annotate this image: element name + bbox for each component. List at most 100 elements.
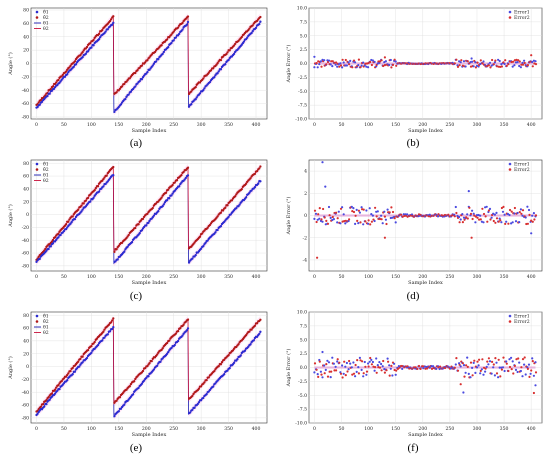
estimate-point-theta2-c (209, 222, 213, 225)
error1-point-f (514, 368, 518, 371)
estimate-point-theta2-e (67, 372, 70, 375)
error1-point-b (373, 60, 376, 64)
error2-point-f (370, 363, 373, 366)
error1-point-f (432, 365, 435, 368)
y-tick-label-e: 60 (23, 326, 29, 332)
error1-point-f (471, 366, 474, 369)
estimate-point-theta1-a (219, 68, 223, 71)
estimate-point-theta2-e (144, 366, 147, 370)
error1-point-f (487, 363, 490, 366)
legend-label-a: θ̂1 (43, 10, 49, 16)
estimate-point-theta1-a (208, 80, 212, 84)
chart-c-panel: 0 50 100 150 200 250 300 350 400 -80 -60 -40 -20 0 20 4… (0, 152, 275, 287)
estimate-point-theta1-e (176, 339, 180, 343)
error2-point-d (367, 219, 370, 222)
estimate-point-theta1-e (197, 401, 201, 404)
x-tick-label-c: 400 (252, 274, 261, 280)
estimate-point-theta1-e (167, 350, 170, 354)
estimate-point-theta1-e (123, 403, 126, 406)
estimate-point-theta2-c (77, 208, 80, 211)
error1-point-f (477, 364, 480, 367)
estimate-point-theta1-c (184, 176, 187, 180)
chart-a-panel: 0 50 100 150 200 250 300 350 400 -80 -60 -40 -20 0 20 4… (0, 0, 275, 135)
estimate-point-theta1-e (53, 392, 57, 395)
error1-point-d (472, 212, 475, 215)
estimate-point-theta2-e (58, 382, 61, 385)
error2-point-d (455, 211, 458, 215)
error1-point-f (480, 368, 483, 371)
estimate-point-theta2-e (182, 323, 185, 326)
x-tick-label-e: 300 (197, 426, 206, 432)
caption-e: (e) (129, 442, 143, 454)
error1-point-f (321, 376, 324, 379)
error1-point-d (406, 213, 409, 216)
estimate-point-theta1-e (255, 335, 259, 338)
error1-point-b (331, 65, 334, 68)
x-tick-label-d: 300 (473, 274, 482, 280)
estimate-point-theta1-e (214, 382, 217, 385)
x-tick-label-b: 0 (313, 122, 316, 128)
estimate-point-theta1-c (194, 253, 197, 257)
estimate-point-theta1-e (85, 356, 89, 360)
estimate-point-theta1-a (111, 23, 114, 26)
error2-point-d (492, 219, 495, 223)
estimate-point-theta2-a (85, 45, 89, 49)
estimate-point-theta1-c (202, 245, 205, 248)
estimate-point-theta1-e (228, 366, 231, 370)
estimate-point-theta2-a (225, 52, 228, 56)
estimate-point-theta2-e (168, 339, 171, 342)
error2-point-d (339, 207, 343, 210)
estimate-point-theta2-e (248, 330, 251, 333)
estimate-point-theta2-a (55, 81, 58, 84)
error2-point-f (343, 360, 346, 363)
y-tick-label-e: -60 (22, 403, 29, 409)
error1-point-d (514, 220, 518, 223)
estimate-point-theta2-c (198, 235, 202, 238)
error1-point-f (524, 373, 527, 376)
error1-point-d (329, 216, 332, 219)
estimate-point-theta2-a (37, 101, 40, 104)
error1-point-d (521, 214, 524, 217)
error2-point-f (530, 369, 533, 372)
error2-point-f (364, 365, 367, 368)
error1-point-f (332, 362, 335, 365)
error2-point-d (374, 206, 377, 209)
estimate-point-theta1-c (238, 203, 241, 206)
error2-point-b (380, 59, 383, 62)
error2-point-b (504, 59, 507, 62)
estimate-point-theta2-a (69, 64, 72, 68)
estimate-point-theta1-e (78, 365, 81, 368)
error1-point-f (422, 367, 425, 370)
error1-point-f (380, 362, 383, 366)
estimate-point-theta2-c (234, 195, 237, 198)
y-tick-label-c: -80 (22, 263, 29, 269)
estimate-point-theta1-e (170, 346, 173, 350)
error1-point-b (493, 61, 496, 64)
error2-point-d (521, 209, 525, 212)
estimate-point-theta1-a (124, 97, 127, 101)
estimate-point-theta2-c (186, 166, 190, 169)
error-outlier-b (383, 56, 386, 59)
legend-marker-e (35, 314, 39, 318)
y-tick-label-f: 5.0 (300, 337, 307, 343)
error2-point-f (491, 360, 494, 363)
estimate-point-theta1-a (202, 89, 205, 92)
error1-point-b (345, 64, 348, 67)
error2-point-d (466, 217, 469, 220)
error2-point-b (370, 63, 373, 67)
error2-point-d (370, 220, 373, 223)
error1-point-f (386, 357, 389, 360)
error1-point-d (341, 206, 344, 209)
error2-point-f (395, 369, 398, 372)
error2-point-f (478, 358, 481, 361)
estimate-point-theta2-c (112, 165, 115, 169)
estimate-point-theta1-a (190, 103, 193, 106)
estimate-point-theta2-e (57, 384, 60, 387)
error1-point-f (495, 361, 498, 364)
estimate-point-theta2-c (175, 179, 179, 182)
error-outlier-b (530, 54, 533, 57)
estimate-point-theta1-a (138, 79, 141, 83)
error2-point-f (426, 367, 429, 370)
y-tick-label-c: 20 (23, 199, 29, 205)
estimate-point-theta1-a (125, 95, 128, 98)
